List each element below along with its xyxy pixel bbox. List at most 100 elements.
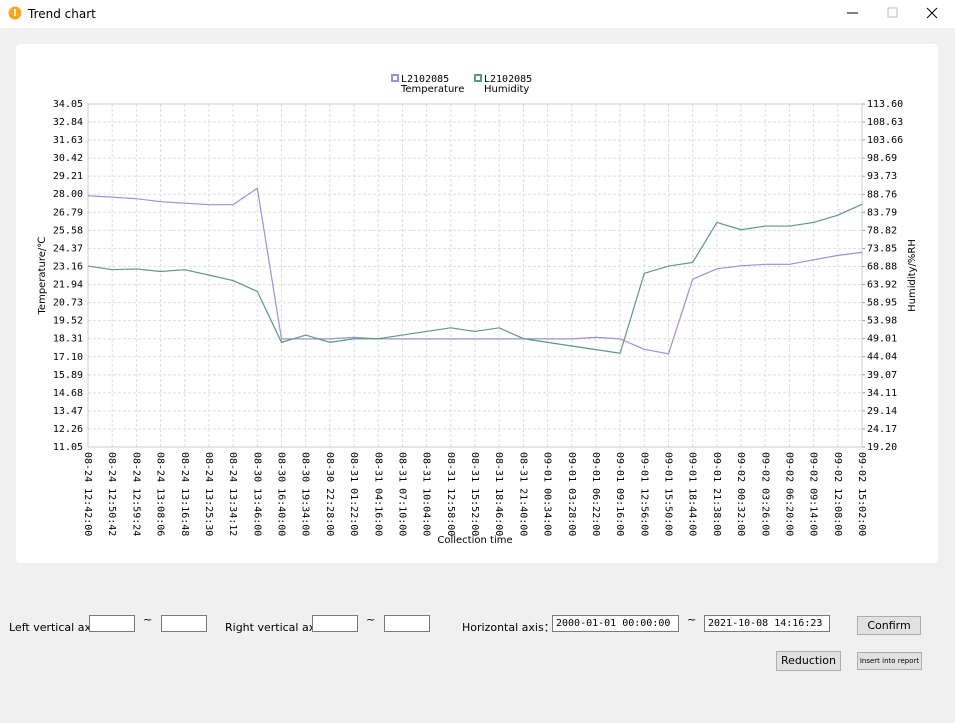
separator: ~: [366, 613, 376, 626]
y2-axis-title: Humidity/%RH: [907, 239, 918, 312]
label: Left vertical axis：: [9, 621, 111, 634]
x-tick-label: 09-01 21:38:00: [711, 452, 722, 536]
input[interactable]: 2000-01-01 00:00:00: [552, 615, 679, 632]
input[interactable]: [89, 615, 135, 632]
y-tick-label: 29.21: [53, 171, 83, 182]
window-title: Trend chart: [28, 7, 96, 21]
input[interactable]: 2021-10-08 14:16:23: [704, 615, 830, 632]
y-tick-label: 30.42: [53, 153, 83, 164]
x-tick-label: 08-31 18:46:00: [493, 452, 504, 536]
y2-tick-label: 108.63: [867, 117, 903, 128]
y-tick-label: 12.26: [53, 424, 83, 435]
legend-label: Temperature: [400, 84, 464, 95]
y-tick-label: 25.58: [53, 225, 83, 236]
y-tick-label: 23.16: [53, 261, 83, 272]
x-tick-label: 08-24 12:59:24: [130, 452, 141, 536]
legend-label: Humidity: [484, 84, 529, 95]
x-tick-label: 09-01 15:50:00: [663, 452, 674, 536]
x-tick-label: 09-01 09:16:00: [614, 452, 625, 536]
separator: ~: [143, 613, 153, 626]
legend-swatch: [474, 74, 482, 82]
x-tick-label: 09-01 00:34:00: [542, 452, 553, 536]
x-tick-label: 09-02 00:32:00: [735, 452, 746, 536]
y2-tick-label: 78.82: [867, 225, 897, 236]
x-tick-label: 08-31 07:10:00: [396, 452, 407, 536]
x-tick-label: 09-02 15:02:00: [856, 452, 867, 536]
title-bar: ! Trend chart: [0, 0, 955, 28]
label: Horizontal axis：: [462, 621, 555, 634]
x-tick-label: 09-02 09:14:00: [808, 452, 819, 536]
legend-logger: L2102085: [401, 74, 449, 85]
x-tick-label: 09-02 03:26:00: [759, 452, 770, 536]
y2-tick-label: 53.98: [867, 316, 897, 327]
y2-tick-label: 88.76: [867, 189, 897, 200]
y-tick-label: 28.00: [53, 189, 83, 200]
y-tick-label: 17.10: [53, 352, 83, 363]
y-tick-label: 32.84: [53, 117, 83, 128]
x-tick-label: 08-24 13:25:30: [203, 452, 214, 536]
y2-tick-label: 34.11: [867, 388, 897, 399]
x-tick-label: 08-31 21:40:00: [517, 452, 528, 536]
button[interactable]: Reduction: [776, 651, 841, 671]
y2-tick-label: 29.14: [867, 406, 897, 417]
input[interactable]: [384, 615, 430, 632]
input[interactable]: [312, 615, 358, 632]
input[interactable]: [161, 615, 207, 632]
plot-frame: [87, 103, 863, 448]
series-line: [87, 187, 863, 355]
button[interactable]: Insert into report: [857, 652, 922, 670]
x-tick-label: 08-31 01:22:00: [348, 452, 359, 536]
x-tick-label: 09-01 12:56:00: [638, 452, 649, 536]
y-tick-label: 34.05: [53, 99, 83, 110]
y-tick-label: 14.68: [53, 388, 83, 399]
x-tick-label: 09-01 18:44:00: [687, 452, 698, 536]
title-icons: !: [8, 6, 938, 20]
svg-text:!: !: [13, 8, 18, 19]
y-tick-label: 11.05: [53, 442, 83, 453]
y-tick-label: 20.73: [53, 298, 83, 309]
x-tick-label: 09-01 06:22:00: [590, 452, 601, 536]
y2-tick-label: 73.85: [867, 243, 897, 254]
x-tick-label: 08-24 13:08:06: [155, 452, 166, 536]
y-tick-label: 21.94: [53, 280, 83, 291]
y-tick-label: 31.63: [53, 135, 83, 146]
separator: ~: [687, 613, 697, 626]
x-axis-title: Collection time: [437, 535, 512, 546]
y2-tick-label: 19.20: [867, 442, 897, 453]
x-tick-label: 08-31 12:58:00: [445, 452, 456, 536]
x-tick-label: 08-24 12:50:42: [106, 452, 117, 536]
x-tick-label: 08-31 10:04:00: [421, 452, 432, 536]
y2-tick-label: 83.79: [867, 207, 897, 218]
x-tick-label: 08-30 22:28:00: [324, 452, 335, 536]
x-tick-label: 08-30 13:46:00: [251, 452, 262, 536]
legend-logger: L2102085: [484, 74, 532, 85]
y2-tick-label: 103.66: [867, 135, 903, 146]
y2-tick-label: 63.92: [867, 280, 897, 291]
label: Right vertical axis：: [225, 621, 336, 634]
legend-swatch: [391, 74, 399, 82]
x-tick-label: 08-31 04:16:00: [372, 452, 383, 536]
series-line: [87, 203, 863, 354]
x-tick-label: 08-24 13:16:48: [179, 452, 190, 536]
y-axis-title: Temperature/℃: [37, 237, 48, 316]
x-tick-label: 08-31 15:52:00: [469, 452, 480, 536]
y-tick-label: 18.31: [53, 334, 83, 345]
y2-tick-label: 93.73: [867, 171, 897, 182]
y2-tick-label: 49.01: [867, 334, 897, 345]
y2-tick-label: 44.04: [867, 352, 897, 363]
button[interactable]: Confirm: [857, 616, 921, 635]
x-tick-label: 08-24 12:42:00: [82, 452, 93, 536]
y2-tick-label: 58.95: [867, 298, 897, 309]
x-tick-label: 09-01 03:28:00: [566, 452, 577, 536]
x-tick-label: 09-02 12:08:00: [832, 452, 843, 536]
y-tick-label: 13.47: [53, 406, 83, 417]
y2-tick-label: 39.07: [867, 370, 897, 381]
y-tick-label: 19.52: [53, 316, 83, 327]
y2-tick-label: 68.88: [867, 261, 897, 272]
x-tick-label: 08-30 16:40:00: [276, 452, 287, 536]
y2-tick-label: 98.69: [867, 153, 897, 164]
x-tick-label: 09-02 06:20:00: [783, 452, 794, 536]
x-tick-label: 08-30 19:34:00: [300, 452, 311, 536]
